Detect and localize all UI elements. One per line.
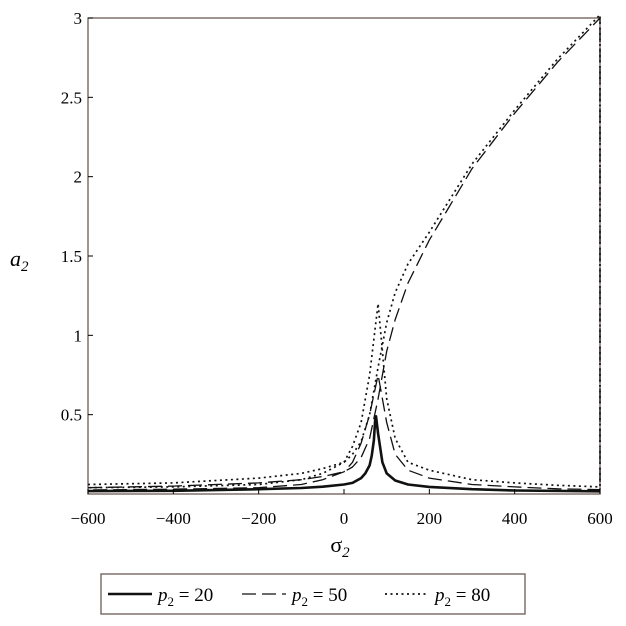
y-tick-label: 1.5: [61, 247, 82, 266]
series-line-1: [87, 415, 601, 493]
x-tick-label: 600: [587, 509, 613, 528]
y-tick-label: 2: [74, 168, 83, 187]
plot-border: [87, 17, 601, 495]
x-tick-label: −600: [70, 509, 105, 528]
axis-labels: σ2 a2: [10, 246, 350, 561]
x-axis-label: σ2: [330, 532, 350, 561]
x-tick-label: −400: [156, 509, 191, 528]
x-tick-label: 400: [502, 509, 528, 528]
y-axis-label: a2: [10, 246, 29, 275]
series-line-2: [87, 17, 601, 491]
x-tick-label: −200: [241, 509, 276, 528]
series-line-3: [87, 13, 601, 489]
tick-layer: −600 −400 −200 0 200 400 600 0.5 1 1.5 2 2.5 3: [61, 9, 613, 528]
plot-frame: [87, 17, 601, 495]
y-tick-label: 2.5: [61, 88, 82, 107]
x-tick-label: 0: [340, 509, 349, 528]
y-tick-label: 0.5: [61, 406, 82, 425]
series-layer: [87, 13, 601, 493]
y-tick-label: 3: [74, 9, 83, 28]
x-tick-label: 200: [417, 509, 443, 528]
legend-box: [100, 573, 526, 615]
legend-label: p2 = 50: [290, 585, 347, 609]
legend-label: p2 = 80: [433, 585, 490, 609]
legend-label: p2 = 20: [156, 585, 213, 609]
legend: p2 = 20 p2 = 50 p2 = 80: [100, 573, 526, 615]
y-tick-label: 1: [74, 326, 83, 345]
